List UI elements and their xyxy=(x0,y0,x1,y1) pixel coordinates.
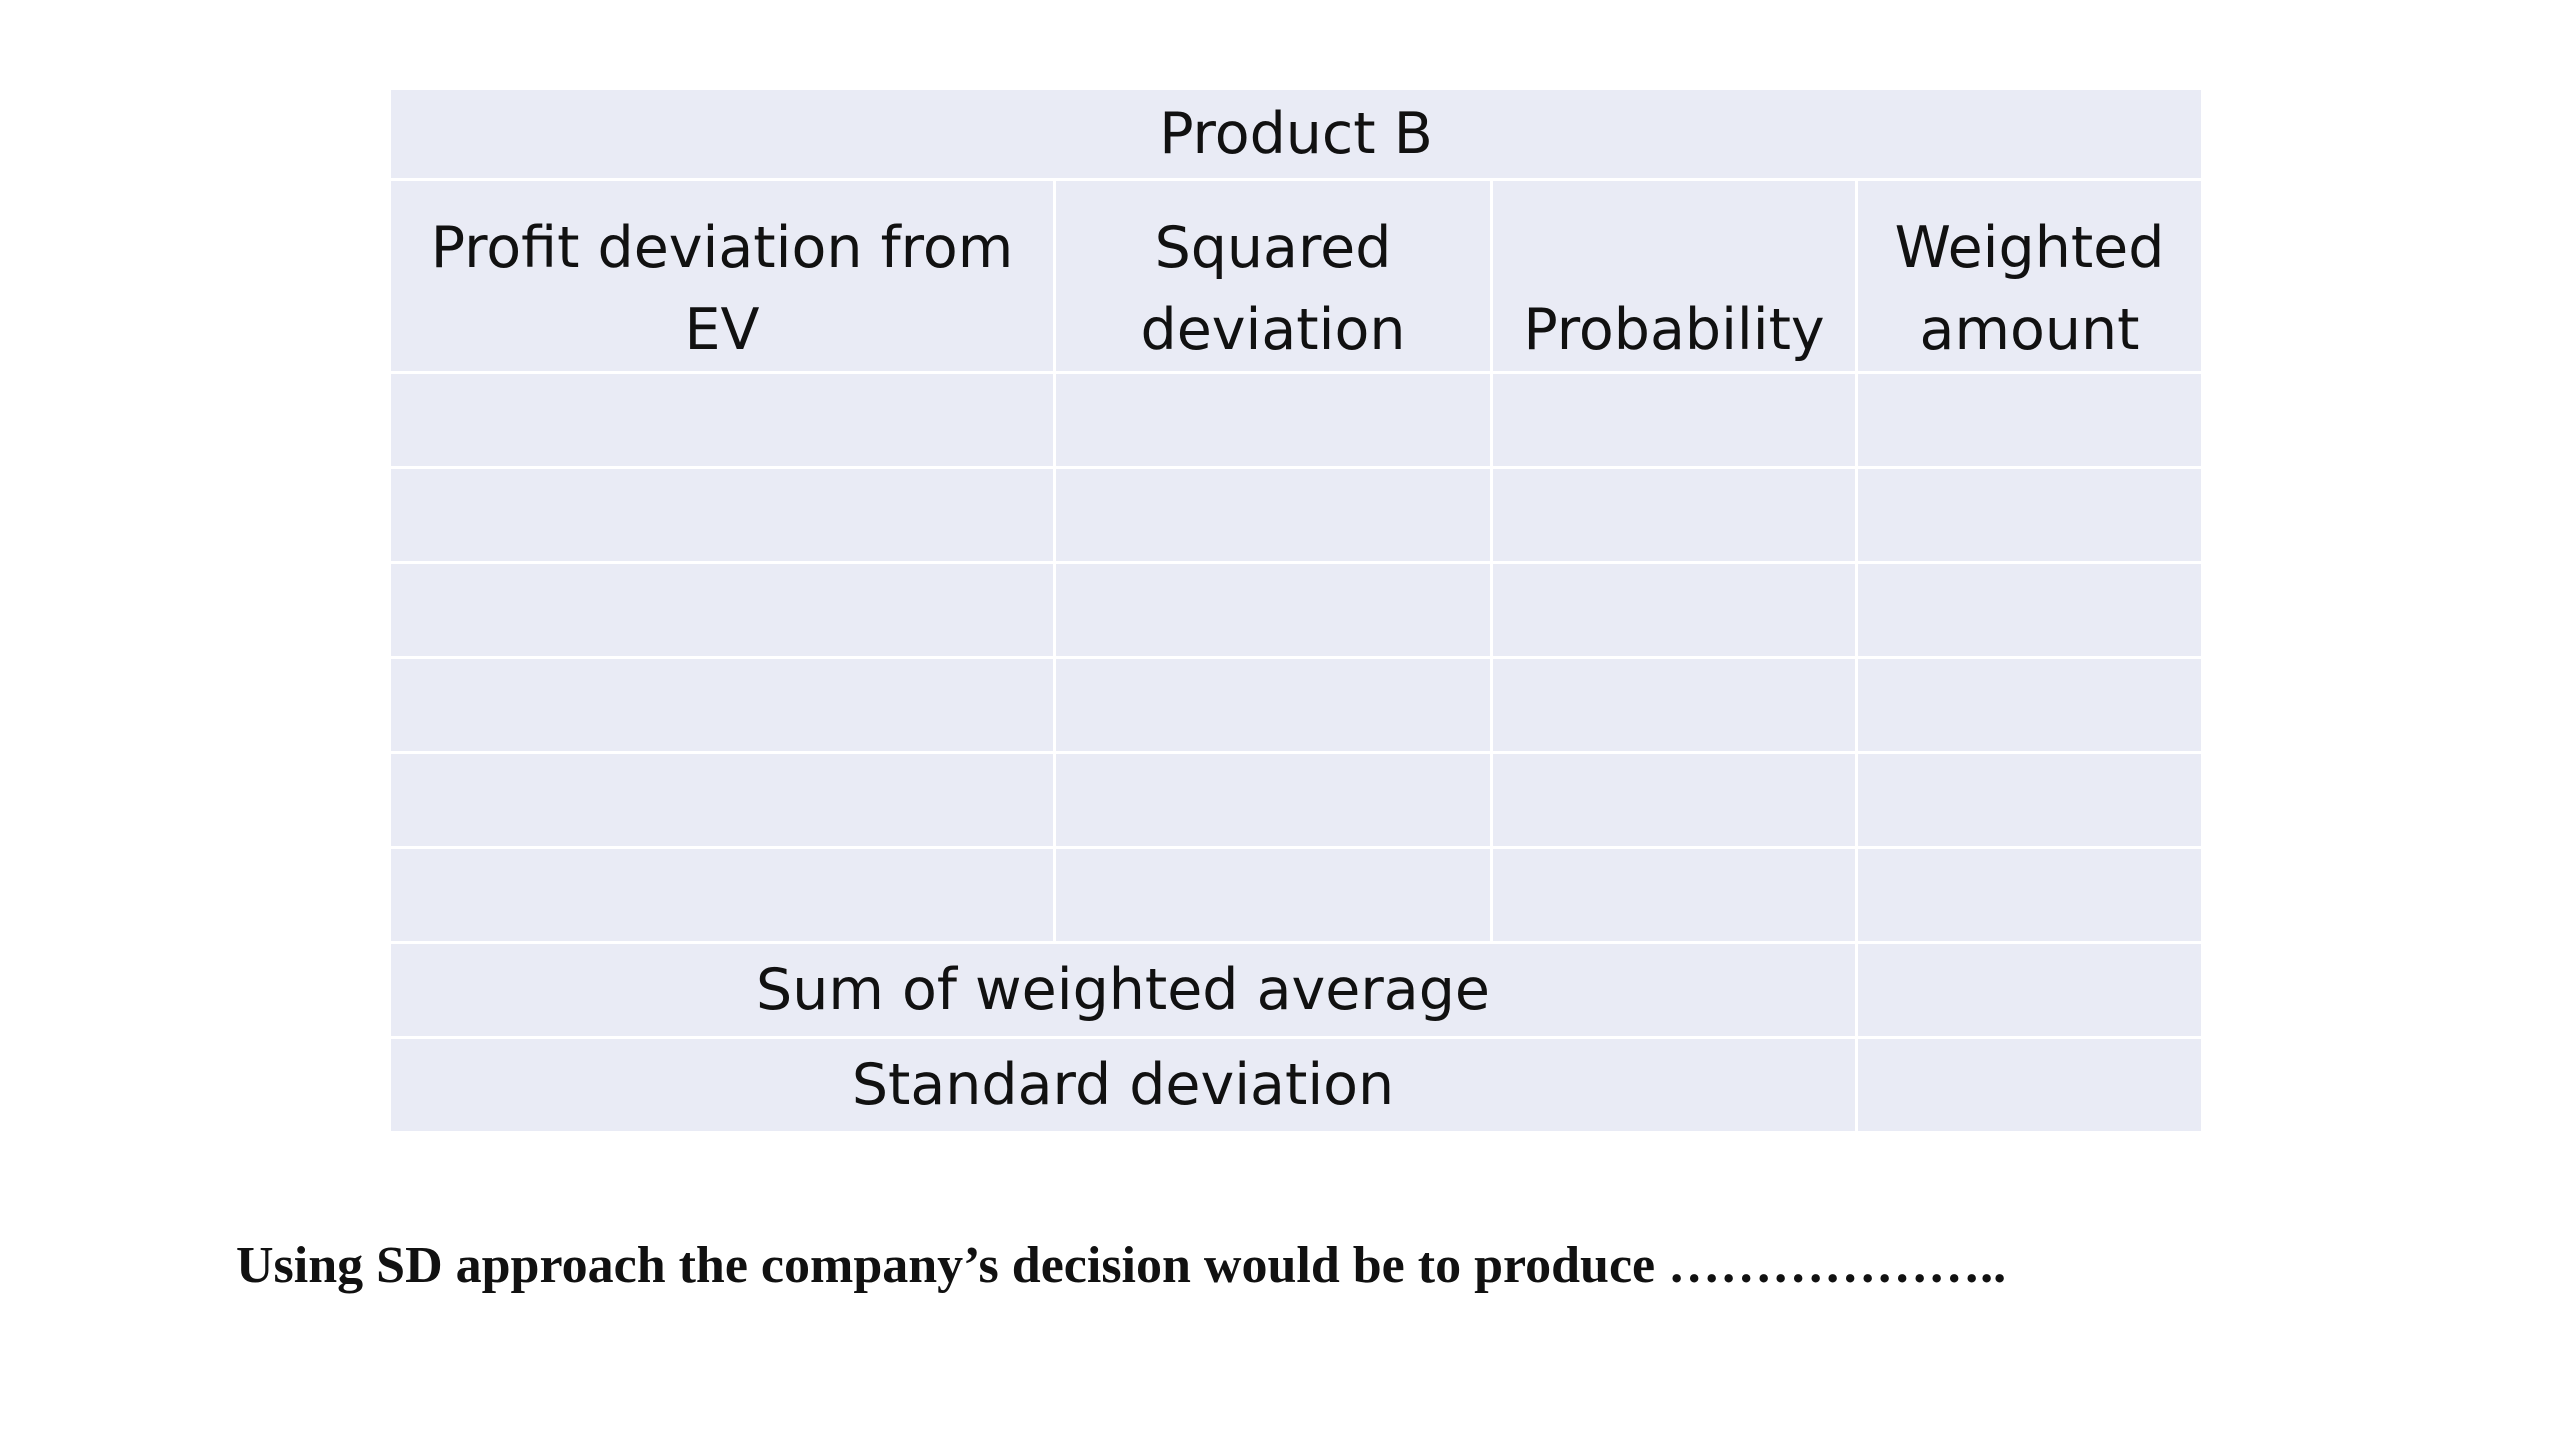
table-row xyxy=(388,466,2205,564)
conclusion-text: Using SD approach the company’s decision… xyxy=(236,1237,2007,1294)
table-cell xyxy=(1053,656,1493,754)
table-cell xyxy=(388,656,1056,754)
table-row xyxy=(388,656,2205,754)
table-cell xyxy=(388,561,1056,659)
table-cell xyxy=(1490,561,1858,659)
table-row xyxy=(388,561,2205,659)
table-row xyxy=(388,371,2205,469)
table-cell xyxy=(388,371,1056,469)
table-cell xyxy=(1854,371,2205,469)
standard-deviation-value xyxy=(1854,1036,2205,1134)
table-cell xyxy=(1854,846,2205,944)
column-header: Profit deviation from EV xyxy=(388,178,1056,374)
table-cell xyxy=(1490,751,1858,849)
standard-deviation-label: Standard deviation xyxy=(388,1036,1858,1134)
table-cell xyxy=(1053,371,1493,469)
table-cell xyxy=(388,751,1056,849)
table-cell xyxy=(1490,371,1858,469)
column-header: Probability xyxy=(1490,178,1858,374)
table-cell xyxy=(1490,656,1858,754)
product-b-table: Product B Profit deviation from EV Squar… xyxy=(387,87,2205,1134)
table-title: Product B xyxy=(387,87,2205,181)
table-cell xyxy=(1053,561,1493,659)
table-cell xyxy=(1490,466,1858,564)
sum-weighted-average-label: Sum of weighted average xyxy=(388,941,1858,1039)
table-cell xyxy=(1854,656,2205,754)
table-cell xyxy=(388,846,1056,944)
table-cell xyxy=(1490,846,1858,944)
table-header-row: Profit deviation from EV Squared deviati… xyxy=(388,178,2205,374)
table-title-row: Product B xyxy=(387,87,2205,181)
table-cell xyxy=(1854,751,2205,849)
table-cell xyxy=(1053,846,1493,944)
table-cell xyxy=(388,466,1056,564)
table-row xyxy=(388,846,2205,944)
table-row xyxy=(388,751,2205,849)
sum-weighted-average-row: Sum of weighted average xyxy=(388,941,2205,1039)
standard-deviation-row: Standard deviation xyxy=(388,1036,2205,1134)
table-cell xyxy=(1854,466,2205,564)
column-header: Squared deviation xyxy=(1053,178,1493,374)
sum-weighted-average-value xyxy=(1854,941,2205,1039)
table-cell xyxy=(1854,561,2205,659)
table-cell xyxy=(1053,751,1493,849)
table-cell xyxy=(1053,466,1493,564)
column-header: Weighted amount xyxy=(1854,178,2205,374)
